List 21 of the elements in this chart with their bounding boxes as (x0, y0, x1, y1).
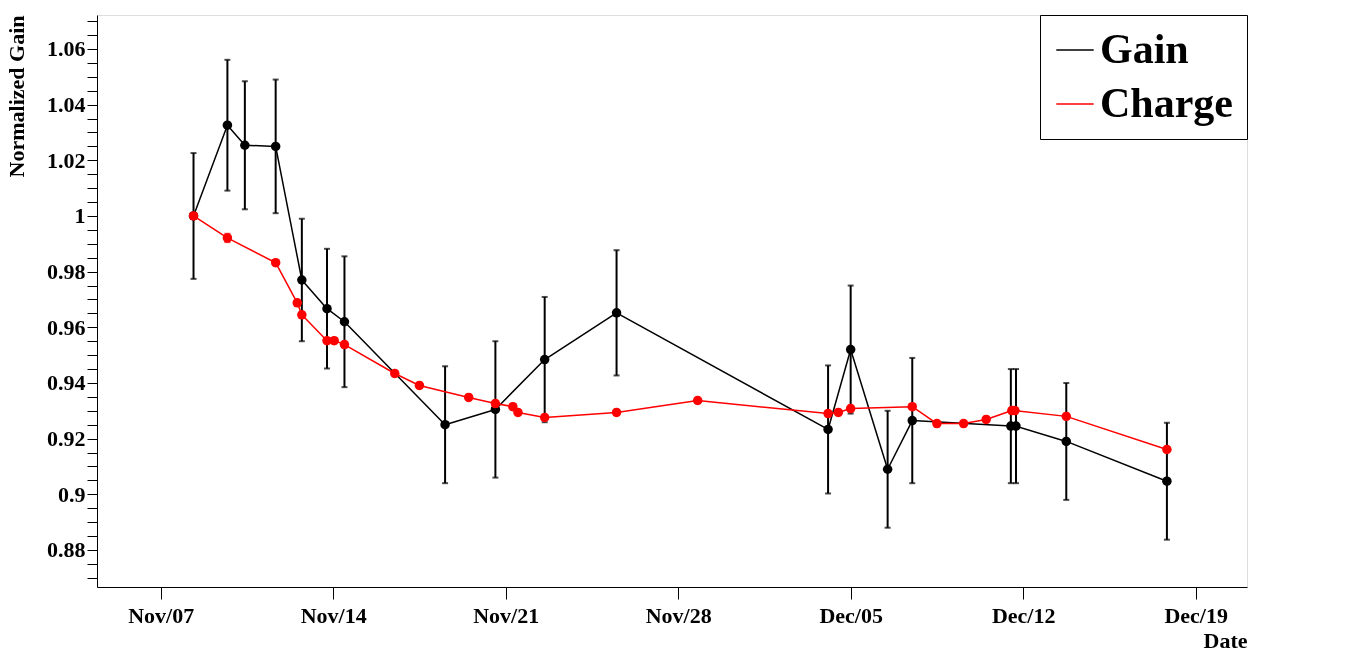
x-tick-label: Nov/21 (473, 602, 540, 628)
y-axis-title: Normalized Gain (4, 15, 29, 178)
y-tick-label: 0.98 (47, 259, 86, 285)
legend-label: Gain (1100, 26, 1189, 72)
legend-label: Charge (1100, 80, 1233, 126)
y-tick-label: 0.94 (47, 370, 86, 396)
y-tick-label: 1.06 (47, 36, 86, 62)
y-tick-label: 0.96 (47, 314, 86, 340)
x-axis-title: Date (1203, 627, 1248, 653)
y-tick-label: 1 (74, 203, 86, 229)
x-tick-label: Nov/14 (300, 602, 367, 628)
y-tick-label: 0.92 (47, 426, 86, 452)
x-tick-label: Dec/05 (819, 602, 883, 628)
y-tick-label: 0.88 (47, 537, 86, 563)
y-tick-label: 0.9 (58, 481, 86, 507)
x-tick-label: Dec/19 (1164, 602, 1228, 628)
x-tick-label: Nov/07 (128, 602, 195, 628)
x-tick-label: Nov/28 (645, 602, 712, 628)
y-tick-label: 1.04 (47, 92, 86, 118)
x-tick-label: Dec/12 (991, 602, 1056, 628)
y-tick-label: 1.02 (47, 147, 86, 173)
